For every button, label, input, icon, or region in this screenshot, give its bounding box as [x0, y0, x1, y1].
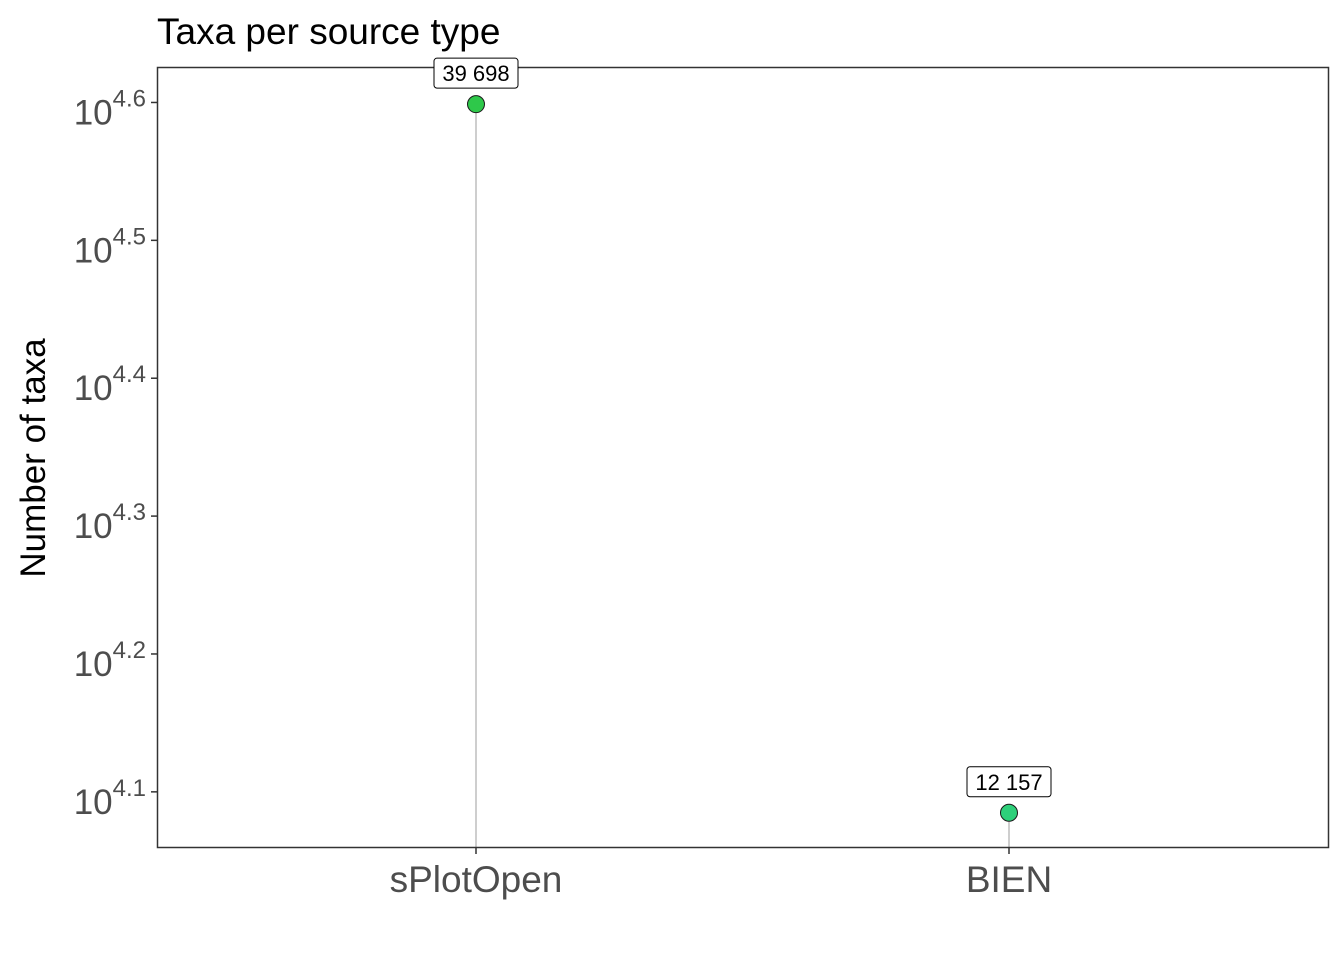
- y-tick-base: 10: [74, 369, 113, 408]
- y-tick-label: 104.6: [74, 85, 146, 132]
- y-tick-label: 104.3: [74, 499, 146, 546]
- y-tick-exponent: 4.2: [113, 637, 146, 664]
- y-tick-base: 10: [74, 783, 113, 822]
- lollipop-stems: [475, 104, 1010, 847]
- y-tick-label: 104.4: [74, 361, 146, 408]
- y-tick-base: 10: [74, 645, 113, 684]
- y-tick-exponent: 4.1: [113, 775, 146, 802]
- y-tick-base: 10: [74, 231, 113, 270]
- y-tick-label: 104.2: [74, 637, 146, 684]
- plot-panel-border: [156, 66, 1330, 849]
- y-tick-base: 10: [74, 93, 113, 132]
- data-label-text: 12 157: [975, 770, 1042, 795]
- lollipop-points: [467, 95, 1018, 822]
- y-axis-label: Number of taxa: [14, 338, 53, 578]
- data-label: 12 157: [966, 766, 1052, 798]
- y-tick-label: 104.1: [74, 775, 146, 822]
- data-label-box: [433, 57, 519, 89]
- data-point: [467, 95, 485, 114]
- x-tick-label: sPlotOpen: [390, 859, 563, 900]
- data-labels: 39 698 12 157: [433, 57, 1052, 798]
- y-tick-label: 104.5: [74, 223, 146, 270]
- data-label-box: [966, 766, 1052, 798]
- y-tick-exponent: 4.3: [113, 499, 146, 526]
- x-tick-label: BIEN: [966, 859, 1052, 900]
- y-tick-exponent: 4.6: [113, 85, 146, 112]
- y-tick-base: 10: [74, 507, 113, 546]
- data-label-text: 39 698: [442, 61, 509, 86]
- data-label: 39 698: [433, 57, 519, 89]
- y-tick-exponent: 4.5: [113, 223, 146, 250]
- chart-title: Taxa per source type: [157, 11, 500, 52]
- data-point: [1000, 803, 1018, 822]
- y-tick-exponent: 4.4: [113, 361, 146, 388]
- x-axis-ticks: sPlotOpen BIEN: [390, 847, 1052, 900]
